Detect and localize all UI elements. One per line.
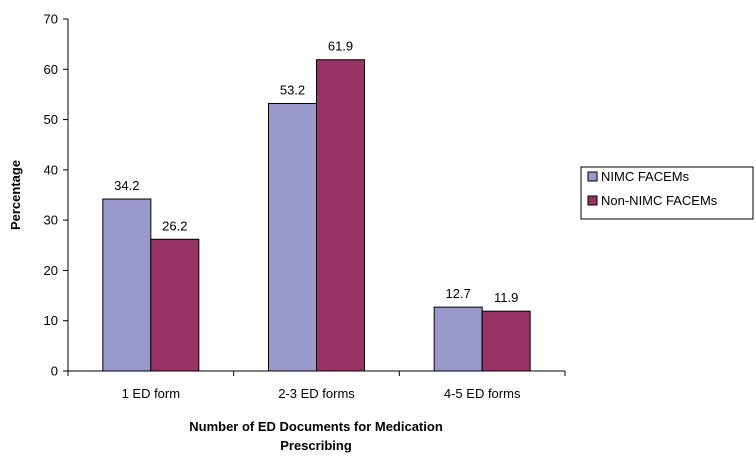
y-tick-label: 50: [44, 112, 58, 127]
legend-label: NIMC FACEMs: [601, 169, 690, 184]
data-label: 34.2: [114, 178, 139, 193]
x-tick-label: 2-3 ED forms: [278, 386, 355, 401]
data-label: 61.9: [328, 39, 353, 54]
data-label: 12.7: [446, 286, 471, 301]
y-axis-ticks: 0 10 20 30 40 50 60 70: [44, 12, 68, 379]
y-tick-label: 0: [51, 364, 58, 379]
bar: [316, 59, 365, 372]
bar: [150, 238, 200, 372]
bar: [268, 102, 317, 372]
legend: NIMC FACEMs Non-NIMC FACEMs: [580, 166, 754, 220]
bars: [102, 59, 531, 372]
legend-label: Non-NIMC FACEMs: [601, 193, 718, 208]
bar: [433, 306, 483, 372]
legend-swatch: [587, 171, 598, 182]
legend-swatch: [587, 195, 598, 206]
data-label: 26.2: [162, 218, 187, 233]
x-axis-title-line-1: Number of ED Documents for Medication: [189, 419, 443, 434]
y-tick-label: 30: [44, 213, 58, 228]
y-tick-label: 70: [44, 12, 58, 27]
bar: [481, 310, 531, 372]
axes: [67, 19, 565, 372]
y-tick-label: 20: [44, 263, 58, 278]
x-axis-ticks: 1 ED form 2-3 ED forms 4-5 ED forms: [67, 371, 566, 401]
data-label: 11.9: [494, 290, 518, 305]
x-tick-label: 4-5 ED forms: [444, 386, 521, 401]
data-labels: 34.2 26.2 53.2 61.9 12.7 11.9: [114, 39, 518, 305]
y-axis-title: Percentage: [8, 160, 23, 230]
bar: [102, 198, 152, 372]
y-tick-label: 10: [44, 313, 58, 328]
y-tick-label: 60: [44, 62, 58, 77]
y-tick-label: 40: [44, 162, 58, 177]
legend-box: [580, 166, 754, 220]
x-tick-label: 1 ED form: [122, 386, 181, 401]
x-axis-title-line-2: Prescribing: [280, 438, 352, 453]
data-label: 53.2: [280, 82, 305, 97]
